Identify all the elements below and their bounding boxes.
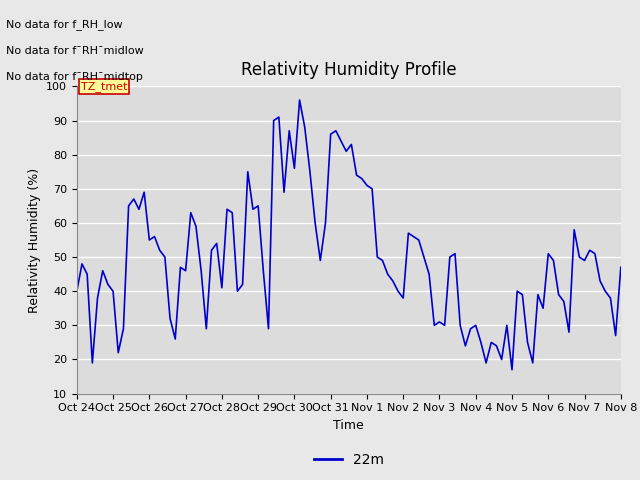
X-axis label: Time: Time xyxy=(333,419,364,432)
Y-axis label: Relativity Humidity (%): Relativity Humidity (%) xyxy=(28,168,40,312)
Text: No data for f¯RH¯midlow: No data for f¯RH¯midlow xyxy=(6,46,144,56)
Text: TZ_tmet: TZ_tmet xyxy=(81,81,127,92)
Title: Relativity Humidity Profile: Relativity Humidity Profile xyxy=(241,61,456,79)
Text: No data for f¯RH¯midtop: No data for f¯RH¯midtop xyxy=(6,72,143,82)
Text: No data for f_RH_low: No data for f_RH_low xyxy=(6,19,123,30)
Legend: 22m: 22m xyxy=(308,447,389,473)
